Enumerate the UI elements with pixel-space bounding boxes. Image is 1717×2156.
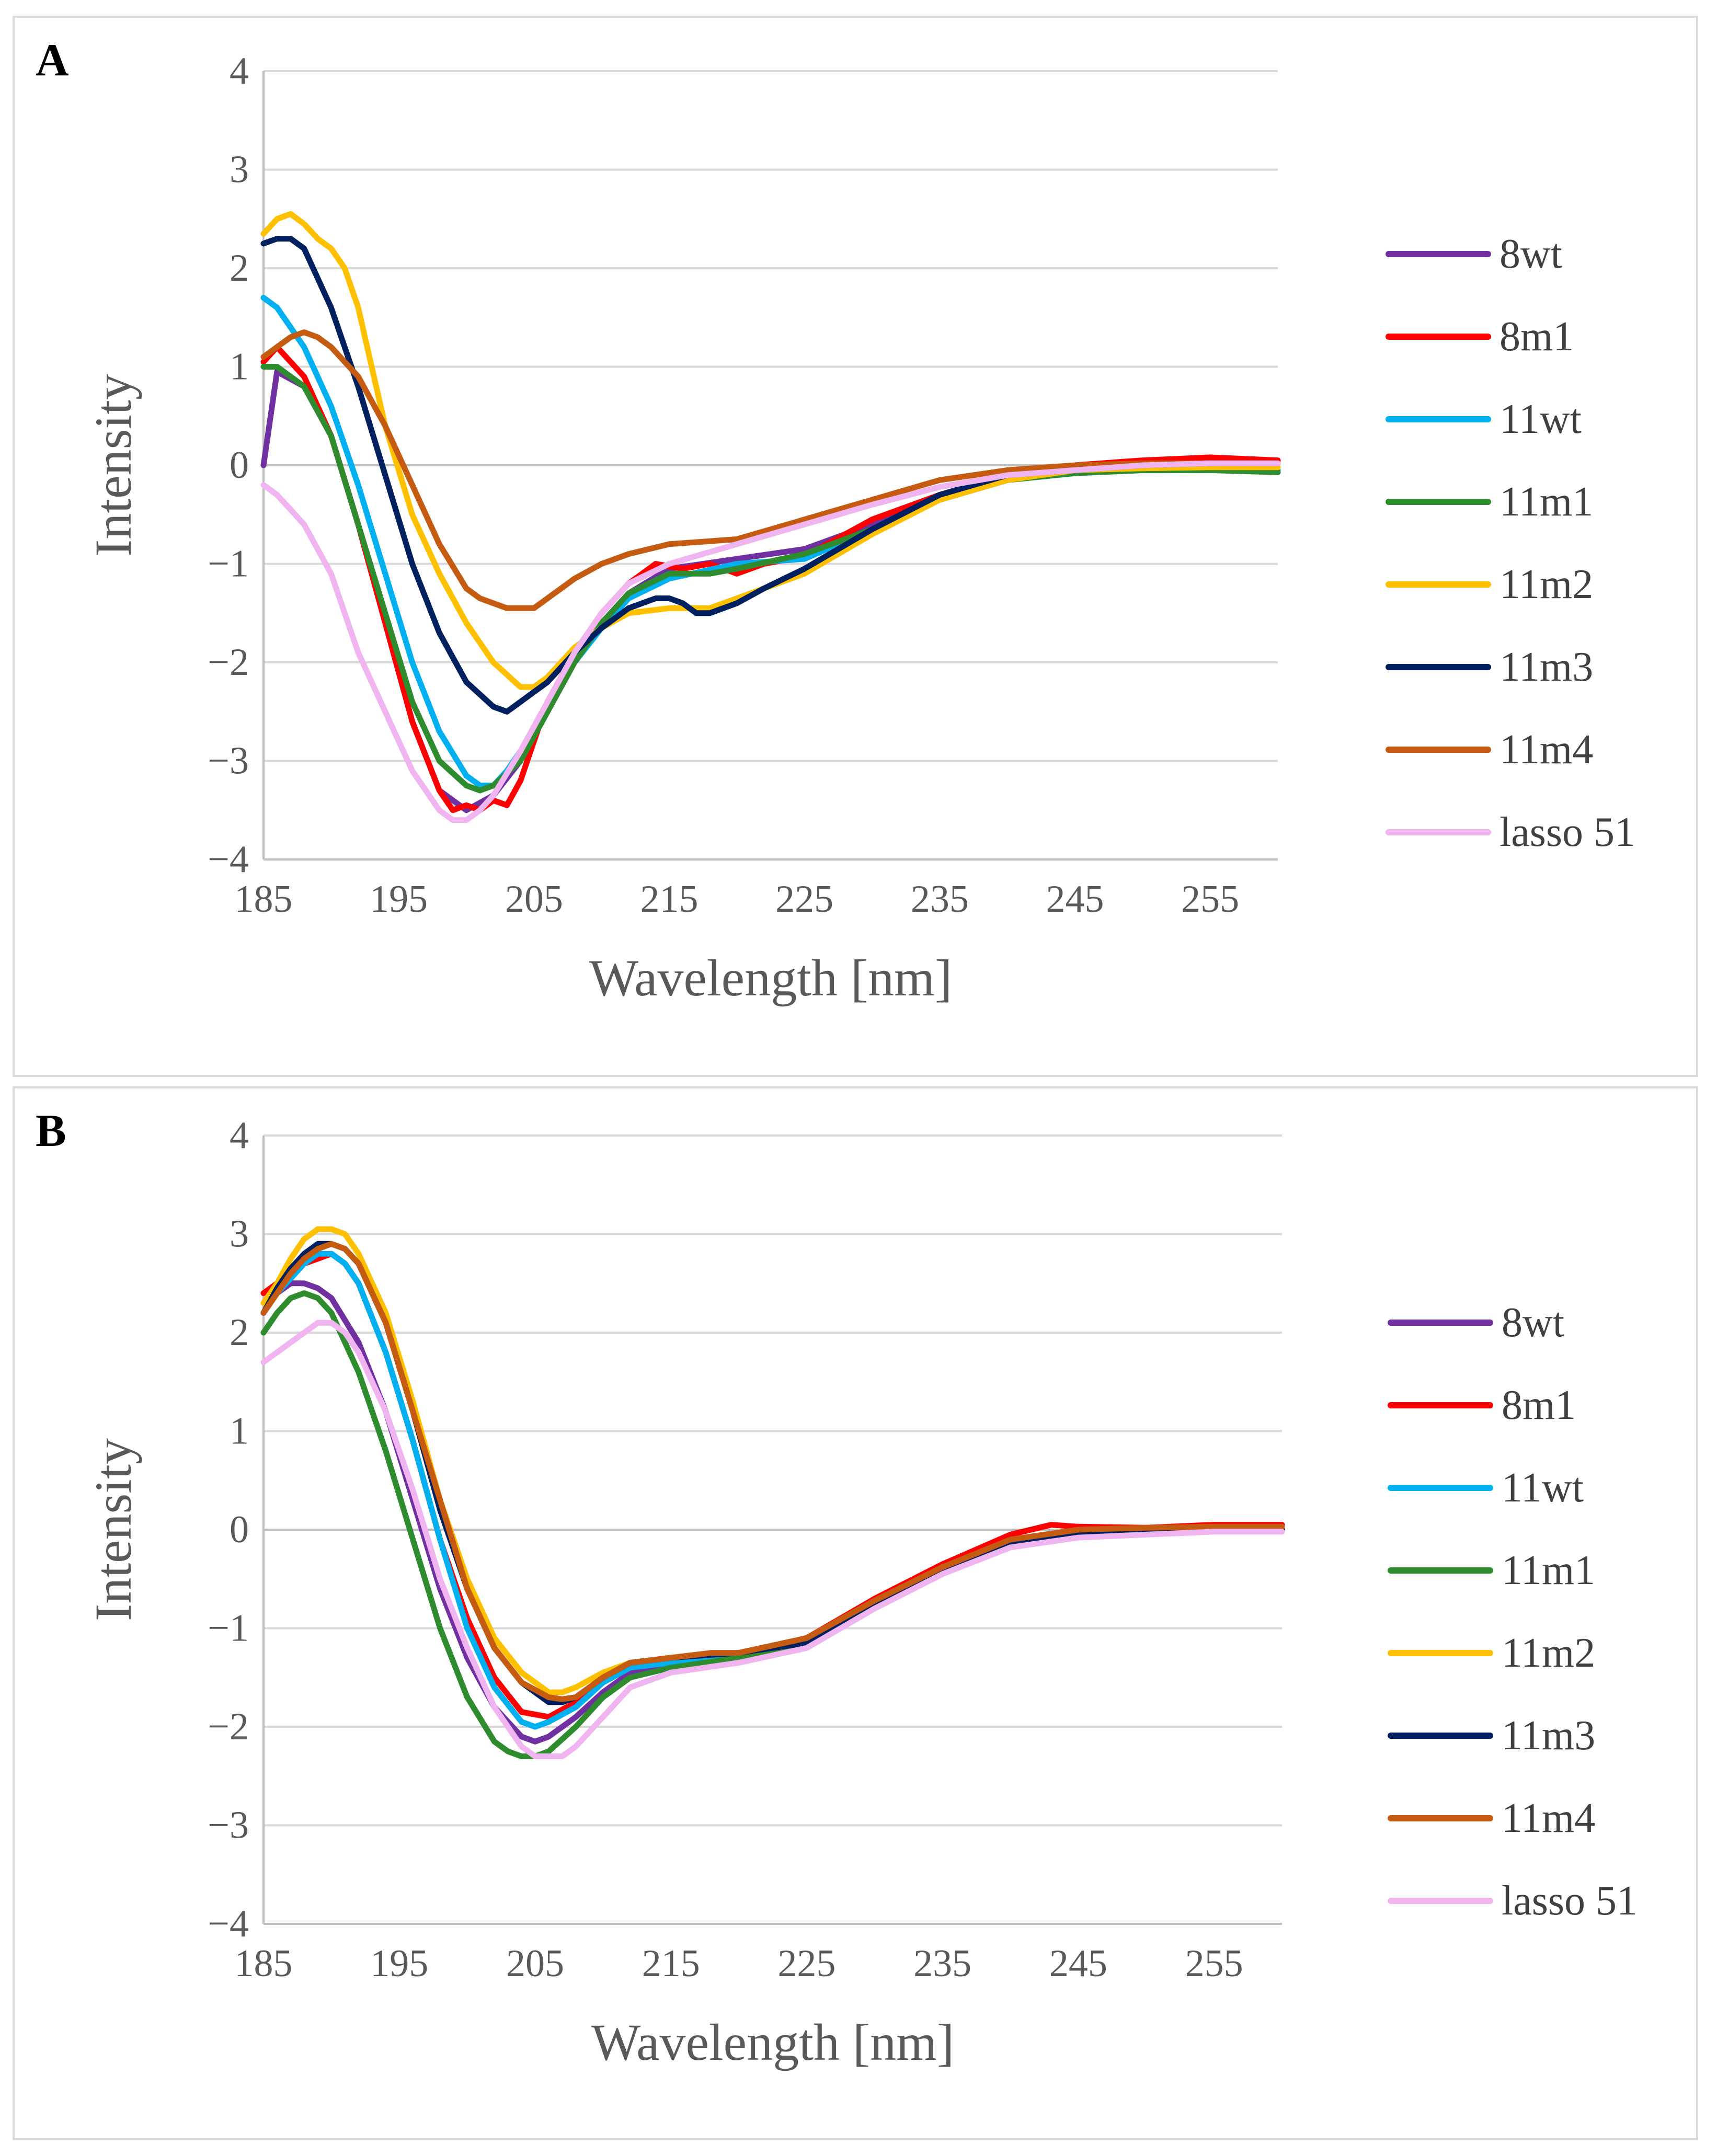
y-tick-label: 1: [230, 1410, 249, 1453]
legend-label: 11m2: [1499, 561, 1593, 607]
panel-label: B: [36, 1106, 66, 1156]
series-line-lasso-51: [260, 1320, 1285, 1759]
y-tick-label: 2: [230, 1311, 249, 1354]
legend-label: 11wt: [1499, 396, 1582, 442]
y-tick-label: 2: [230, 247, 249, 290]
legend-label: lasso 51: [1499, 809, 1635, 855]
legend-label: 8wt: [1502, 1300, 1564, 1346]
series-line-11m3: [260, 236, 1281, 715]
y-tick-label: −3: [208, 740, 249, 783]
x-tick-label: 185: [235, 878, 293, 921]
x-tick-label: 195: [370, 878, 428, 921]
x-tick-label: 245: [1049, 1942, 1107, 1985]
legend-label: lasso 51: [1502, 1878, 1638, 1924]
series-line-8wt: [260, 1280, 1285, 1745]
x-tick-label: 195: [370, 1942, 428, 1985]
series-line-8wt: [260, 369, 1281, 813]
x-tick-label: 215: [640, 878, 699, 921]
y-axis-title: Intensity: [84, 374, 142, 557]
series-line-11m4: [260, 1241, 1285, 1702]
y-tick-label: −3: [208, 1804, 249, 1847]
x-tick-label: 205: [506, 1942, 564, 1985]
series-line-11m2: [260, 211, 1281, 690]
legend-label: 8wt: [1499, 231, 1562, 277]
x-tick-label: 255: [1185, 1942, 1243, 1985]
chart-panel-a: A 4 3 2 1 0 −1 −2 −3 −4 185 195 205 215 225 235 245 255 Wa…: [13, 16, 1698, 1077]
y-tick-label: 4: [230, 1114, 249, 1157]
x-tick-label: 215: [642, 1942, 700, 1985]
legend-label: 11m3: [1502, 1713, 1595, 1759]
x-tick-label: 185: [235, 1942, 293, 1985]
legend-label: 11wt: [1502, 1465, 1584, 1511]
legend-label: 11m4: [1499, 727, 1593, 773]
y-tick-label: 3: [230, 148, 249, 191]
x-tick-label: 255: [1181, 878, 1239, 921]
legend-label: 11m1: [1502, 1547, 1595, 1593]
legend-label: 11m1: [1499, 479, 1593, 525]
y-tick-label: 0: [230, 444, 249, 487]
y-tick-label: 4: [230, 50, 249, 93]
y-tick-label: 3: [230, 1213, 249, 1256]
x-tick-label: 235: [911, 878, 969, 921]
legend-label: 8m1: [1502, 1382, 1576, 1428]
legend-label: 11m4: [1502, 1795, 1595, 1841]
y-tick-label: 1: [230, 346, 249, 388]
chart-panel-b: B 4 3 2 1 0 −1 −2 −3 −4 185 195 205 215 225 235 245 255 Wa…: [13, 1086, 1698, 2140]
y-tick-label: −2: [208, 641, 249, 684]
legend-label: 8m1: [1499, 314, 1574, 360]
panel-label: A: [36, 35, 69, 86]
x-axis-title: Wavelength [nm]: [591, 2013, 954, 2071]
series-line-11m4: [260, 329, 1281, 611]
y-axis-title: Intensity: [84, 1438, 142, 1621]
series-line-lasso-51: [260, 460, 1281, 823]
x-tick-label: 205: [505, 878, 563, 921]
y-tick-label: −1: [208, 543, 249, 586]
x-tick-label: 225: [775, 878, 833, 921]
series-line-11m3: [260, 1241, 1285, 1705]
legend-label: 11m2: [1502, 1630, 1595, 1676]
y-tick-label: −4: [208, 1902, 249, 1945]
x-tick-label: 235: [913, 1942, 971, 1985]
legend-label: 11m3: [1499, 644, 1593, 690]
x-tick-label: 225: [777, 1942, 835, 1985]
x-axis-title: Wavelength [nm]: [589, 949, 952, 1007]
x-tick-label: 245: [1046, 878, 1104, 921]
y-tick-label: −2: [208, 1705, 249, 1748]
y-tick-label: −4: [208, 838, 249, 881]
y-tick-label: 0: [230, 1508, 249, 1551]
y-tick-label: −1: [208, 1607, 249, 1650]
